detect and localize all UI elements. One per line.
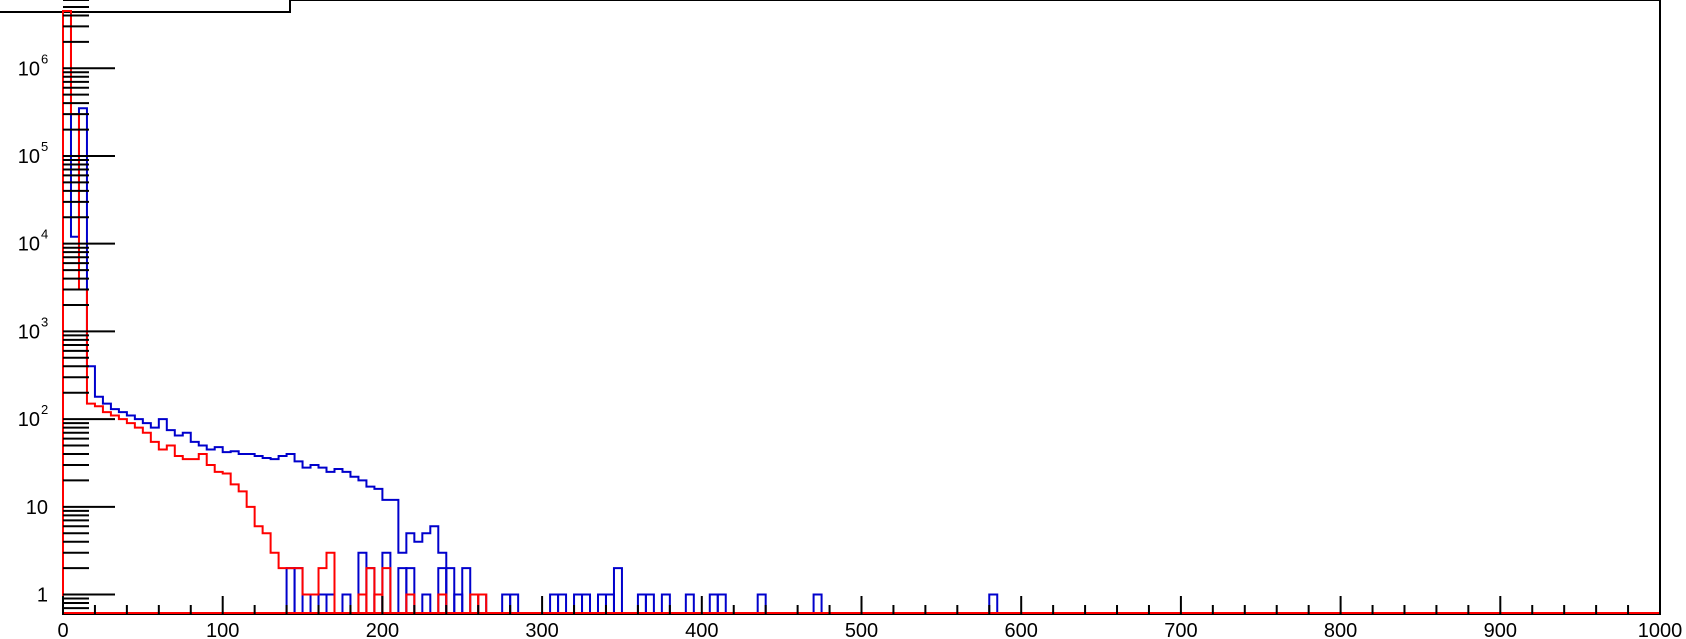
x-tick-label: 900 <box>1484 620 1517 639</box>
y-tick-label: 10 <box>18 146 40 168</box>
red-tail-bin <box>469 593 480 614</box>
y-tick-label: 1 <box>37 585 48 607</box>
y-tick-label: 10 <box>18 409 40 431</box>
x-tick-label: 0 <box>57 620 68 639</box>
blue-tail-bin <box>293 567 304 614</box>
x-tick-label: 800 <box>1324 620 1357 639</box>
blue-tail-bin <box>341 593 352 614</box>
blue-tail-bin <box>285 567 296 614</box>
blue-tail-bin <box>365 567 376 614</box>
x-tick-label: 200 <box>366 620 399 639</box>
red-tail-bin <box>477 593 488 614</box>
x-tick-label: 700 <box>1164 620 1197 639</box>
blue-tail-bin <box>477 593 488 614</box>
y-tick-label: 10 <box>18 234 40 256</box>
y-tick-label: 10 <box>26 497 48 519</box>
blue-tail-bin <box>397 567 408 614</box>
blue-tail-bin <box>596 593 607 614</box>
blue-tail-bin <box>381 551 392 614</box>
blue-tail-bin <box>549 593 560 614</box>
blue-tail-bin <box>581 593 592 614</box>
series-blue-histogram <box>62 14 448 614</box>
blue-tail-bin <box>604 593 615 614</box>
blue-tail-bin <box>453 593 464 614</box>
red-tail-bin <box>405 593 416 614</box>
y-tick-label: 10 <box>18 58 40 80</box>
blue-tail-bin <box>812 593 823 614</box>
blue-tail-bin <box>573 593 584 614</box>
plot-border <box>62 0 1661 615</box>
blue-tail-bin <box>509 593 520 614</box>
blue-tail-bin <box>317 593 328 614</box>
blue-tail-bin <box>373 593 384 614</box>
y-tick-label: 10 <box>18 321 40 343</box>
x-tick-label: 400 <box>685 620 718 639</box>
series-red-histogram <box>62 9 336 614</box>
plot-frame <box>0 0 1661 615</box>
blue-tail-bin <box>708 593 719 614</box>
blue-tail-bin <box>445 567 456 614</box>
blue-tail-bin <box>437 567 448 614</box>
red-tail-bin <box>373 593 384 614</box>
blue-tail-bin <box>405 567 416 614</box>
y-tick-exponent: 3 <box>41 314 48 329</box>
blue-tail-bin <box>501 593 512 614</box>
blue-tail-bin <box>461 567 472 614</box>
blue-tail-bin <box>716 593 727 614</box>
blue-tail-bin <box>612 567 623 614</box>
x-tick-label: 100 <box>206 620 239 639</box>
blue-tail-bin <box>421 593 432 614</box>
x-tick-label: 300 <box>525 620 558 639</box>
red-tail-bin <box>437 593 448 614</box>
blue-tail-bin <box>357 551 368 614</box>
y-tick-exponent: 4 <box>41 227 48 242</box>
blue-tail-bin <box>325 593 336 614</box>
y-tick-exponent: 5 <box>41 139 48 154</box>
x-tick-label: 1000 <box>1638 620 1683 639</box>
blue-tail-bin <box>309 593 320 614</box>
red-tail-bin <box>381 567 392 614</box>
y-tick-exponent: 6 <box>41 51 48 66</box>
blue-tail-bin <box>644 593 655 614</box>
blue-tail-bin <box>557 593 568 614</box>
red-tail-bin <box>357 593 368 614</box>
blue-tail-bin <box>756 593 767 614</box>
blue-tail-bin <box>988 593 999 614</box>
x-tick-label: 500 <box>845 620 878 639</box>
blue-tail-bin <box>660 593 671 614</box>
series-layer <box>62 9 1660 614</box>
legend-box <box>0 0 291 13</box>
blue-tail-bin <box>636 593 647 614</box>
blue-tail-bin <box>684 593 695 614</box>
x-tick-label: 600 <box>1005 620 1038 639</box>
red-tail-bin <box>365 567 376 614</box>
y-tick-exponent: 2 <box>41 402 48 417</box>
